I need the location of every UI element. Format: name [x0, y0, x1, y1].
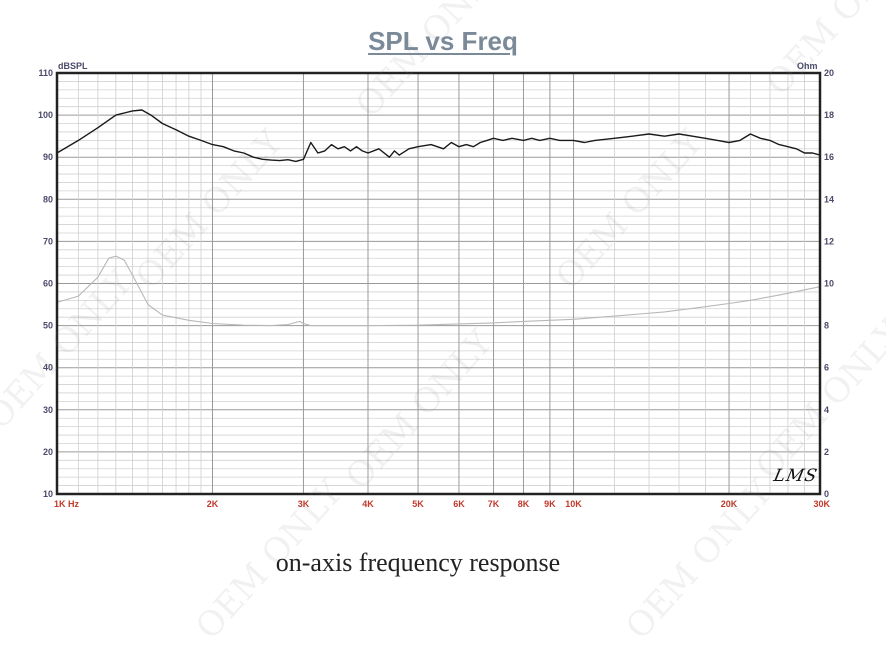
- x-tick-label: 1K Hz: [54, 499, 80, 509]
- right-axis-unit: Ohm: [797, 61, 818, 71]
- y-right-tick-label: 0: [824, 489, 829, 499]
- x-tick-label: 6K: [453, 499, 465, 509]
- x-tick-label: 2K: [207, 499, 219, 509]
- y-left-tick-label: 20: [43, 447, 53, 457]
- x-tick-label: 8K: [518, 499, 530, 509]
- y-left-tick-label: 80: [43, 194, 53, 204]
- x-tick-label: 5K: [412, 499, 424, 509]
- y-right-tick-label: 14: [824, 194, 834, 204]
- chart-series: [56, 109, 821, 327]
- impedance-curve: [56, 255, 821, 327]
- y-left-tick-label: 90: [43, 152, 53, 162]
- left-axis-unit: dBSPL: [58, 61, 88, 71]
- y-left-tick-label: 110: [38, 68, 53, 78]
- y-right-tick-label: 12: [824, 236, 834, 246]
- y-left-tick-label: 70: [43, 236, 53, 246]
- y-left-tick-label: 60: [43, 279, 53, 289]
- x-tick-label: 4K: [362, 499, 374, 509]
- x-tick-label: 30K: [813, 499, 830, 509]
- spl-curve: [56, 109, 821, 163]
- spl-chart: 10 20 30 40 50 60 70 80 90 100 110 0 2 4 6 8 10 12 14 16 18 2…: [38, 68, 834, 509]
- y-right-tick-label: 8: [824, 321, 829, 331]
- y-left-tick-label: 40: [43, 363, 53, 373]
- y-right-tick-label: 20: [824, 68, 834, 78]
- x-tick-label: 20K: [721, 499, 738, 509]
- y-left-tick-label: 10: [43, 489, 53, 499]
- plot-frame: [55, 71, 822, 496]
- lms-signature: LMS: [771, 466, 820, 486]
- y-right-tick-label: 16: [824, 152, 834, 162]
- y-right-tick-label: 18: [824, 110, 834, 120]
- x-tick-label: 7K: [488, 499, 500, 509]
- y-left-tick-label: 50: [43, 321, 53, 331]
- x-tick-label: 3K: [298, 499, 310, 509]
- y-right-tick-label: 4: [824, 405, 829, 415]
- y-left-tick-label: 100: [38, 110, 53, 120]
- x-tick-label: 9K: [544, 499, 556, 509]
- x-tick-label: 10K: [565, 499, 582, 509]
- chart-ticks: 10 20 30 40 50 60 70 80 90 100 110 0 2 4 6 8 10 12 14 16 18 2…: [38, 68, 834, 509]
- y-right-tick-label: 6: [824, 363, 829, 373]
- y-left-tick-label: 30: [43, 405, 53, 415]
- chart-title: SPL vs Freq: [368, 26, 518, 56]
- y-right-tick-label: 10: [824, 279, 834, 289]
- chart-caption: on-axis frequency response: [275, 548, 561, 577]
- y-right-tick-label: 2: [824, 447, 829, 457]
- chart-grid: [57, 72, 820, 495]
